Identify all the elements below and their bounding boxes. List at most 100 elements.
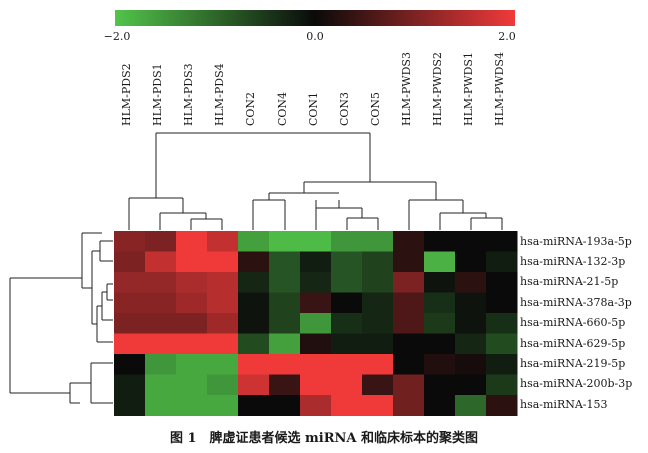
- row-labels: hsa-miRNA-193a-5p hsa-miRNA-132-3p hsa-m…: [520, 235, 632, 411]
- heatmap-cell: [393, 231, 425, 252]
- heatmap-cell: [331, 354, 363, 375]
- heatmap-cell: [393, 354, 425, 375]
- heatmap-cell: [362, 313, 394, 334]
- colorbar-tick-max: 2.0: [498, 30, 516, 43]
- heatmap-cell: [238, 292, 270, 314]
- colorbar-gradient: [115, 10, 515, 26]
- heatmap-cell: [145, 333, 177, 355]
- heatmap-cell: [331, 313, 363, 334]
- heatmap-cell: [238, 313, 270, 334]
- heatmap-cell: [145, 292, 177, 314]
- heatmap-cell: [362, 333, 394, 355]
- heatmap-cell: [455, 292, 487, 314]
- heatmap-cell: [269, 395, 301, 416]
- heatmap-cell: [362, 251, 394, 273]
- heatmap-cell: [238, 251, 270, 273]
- heatmap-cell: [424, 231, 456, 252]
- heatmap-cell: [238, 272, 270, 293]
- heatmap-cell: [300, 231, 332, 252]
- heatmap-cell: [424, 251, 456, 273]
- heatmap-cell: [486, 272, 518, 293]
- heatmap-cell: [331, 272, 363, 293]
- row-label: hsa-miRNA-153: [520, 398, 608, 411]
- row-label: hsa-miRNA-660-5p: [520, 316, 625, 329]
- heatmap-cell: [362, 272, 394, 293]
- heatmap-cell: [486, 333, 518, 355]
- heatmap-cell: [145, 251, 177, 273]
- heatmap-cell: [424, 395, 456, 416]
- heatmap-cell: [269, 374, 301, 396]
- heatmap-cell: [269, 231, 301, 252]
- heatmap-cell: [300, 292, 332, 314]
- heatmap-cell: [331, 231, 363, 252]
- heatmap-cell: [176, 374, 208, 396]
- heatmap-cell: [269, 292, 301, 314]
- heatmap-cell: [207, 354, 239, 375]
- heatmap-cell: [486, 313, 518, 334]
- row-label: hsa-miRNA-193a-5p: [520, 235, 632, 248]
- heatmap-cell: [424, 272, 456, 293]
- heatmap-cell: [238, 354, 270, 375]
- heatmap-cell: [331, 292, 363, 314]
- heatmap-cell: [362, 231, 394, 252]
- colorbar: −2.0 0.0 2.0: [104, 10, 516, 43]
- heatmap-cell: [393, 251, 425, 273]
- heatmap-cell: [207, 395, 239, 416]
- heatmap-cell: [145, 395, 177, 416]
- heatmap-cell: [424, 374, 456, 396]
- row-dendrogram: [9, 232, 113, 404]
- row-label: hsa-miRNA-378a-3p: [520, 296, 632, 309]
- heatmap-cell: [455, 231, 487, 252]
- heatmap-cell: [455, 333, 487, 355]
- heatmap-cell: [176, 354, 208, 375]
- heatmap-cell: [269, 313, 301, 334]
- heatmap-cell: [207, 231, 239, 252]
- heatmap-cell: [114, 272, 146, 293]
- heatmap-cell: [362, 354, 394, 375]
- heatmap-cell: [238, 374, 270, 396]
- heatmap-cell: [114, 374, 146, 396]
- column-dendrogram: [128, 132, 503, 230]
- row-label: hsa-miRNA-21-5p: [520, 275, 618, 288]
- heatmap-cell: [300, 354, 332, 375]
- heatmap-cell: [238, 395, 270, 416]
- heatmap-cell: [207, 251, 239, 273]
- heatmap-cell: [145, 231, 177, 252]
- heatmap-cell: [331, 395, 363, 416]
- heatmap-cell: [424, 313, 456, 334]
- colorbar-tick-min: −2.0: [104, 30, 131, 43]
- heatmap-cell: [145, 272, 177, 293]
- colorbar-tick-mid: 0.0: [306, 30, 324, 43]
- heatmap-cell: [455, 374, 487, 396]
- heatmap-cell: [362, 395, 394, 416]
- heatmap-cell: [393, 333, 425, 355]
- heatmap-cell: [176, 251, 208, 273]
- heatmap-cell: [176, 292, 208, 314]
- row-label: hsa-miRNA-219-5p: [520, 357, 625, 370]
- col-label: HLM-PDS3: [182, 63, 195, 126]
- heatmap-cell: [145, 374, 177, 396]
- col-label: CON3: [338, 92, 351, 126]
- heatmap-cell: [300, 313, 332, 334]
- heatmap-cell: [269, 272, 301, 293]
- heatmap-cell: [486, 231, 518, 252]
- column-labels: HLM-PDS2 HLM-PDS1 HLM-PDS3 HLM-PDS4 CON2…: [120, 52, 506, 126]
- heatmap-cell: [114, 292, 146, 314]
- row-label: hsa-miRNA-132-3p: [520, 255, 625, 268]
- heatmap-cell: [300, 251, 332, 273]
- heatmap-cell: [455, 354, 487, 375]
- heatmap-cell: [486, 354, 518, 375]
- heatmap-cell: [114, 354, 146, 375]
- heatmap-cell: [238, 333, 270, 355]
- heatmap-cell: [362, 374, 394, 396]
- heatmap-cell: [393, 395, 425, 416]
- heatmap-cell: [486, 395, 518, 416]
- heatmap-cell: [114, 231, 146, 252]
- heatmap-cell: [207, 374, 239, 396]
- heatmap-cell: [145, 354, 177, 375]
- heatmap-cell: [207, 313, 239, 334]
- heatmap-cell: [486, 374, 518, 396]
- heatmap-cell: [176, 333, 208, 355]
- heatmap-cells: [114, 231, 518, 416]
- heatmap-cell: [145, 313, 177, 334]
